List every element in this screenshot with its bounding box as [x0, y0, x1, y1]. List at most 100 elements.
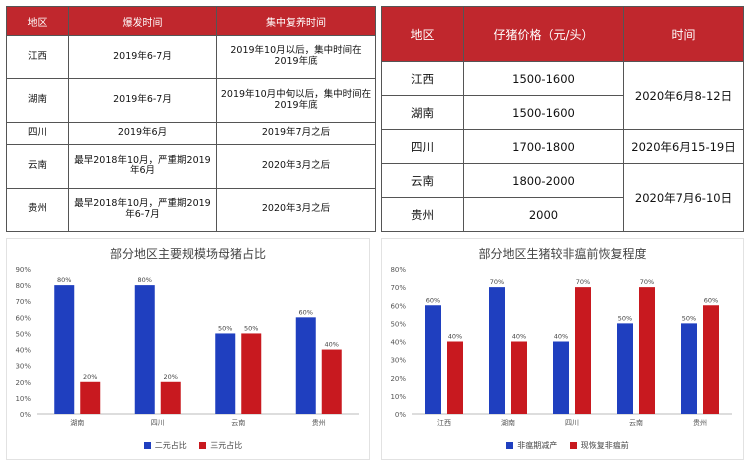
data-label: 60%: [704, 296, 718, 304]
bar: [241, 333, 262, 414]
region-cell: 四川: [6, 121, 69, 146]
region-cell: 贵州: [381, 197, 464, 232]
table-row: 江西 1500-1600 2020年6月8-12日: [381, 61, 744, 130]
outbreak-cell: 2019年6-7月: [68, 78, 217, 123]
restock-cell: 2020年3月之后: [216, 187, 376, 233]
legend-swatch: [143, 442, 151, 449]
table-header-row: 地区 爆发时间 集中复养时间: [6, 6, 376, 36]
column-header: 地区: [6, 6, 69, 36]
region-cell: 江西: [6, 34, 69, 80]
chart-legend: 非瘟期减产 现恢复非瘟前: [382, 440, 743, 451]
time-cell: 2020年6月8-12日: [623, 61, 744, 130]
region-cell: 贵州: [6, 187, 69, 233]
column-header: 集中复养时间: [216, 6, 376, 36]
table-header-row: 地区 仔猪价格（元/头） 时间: [381, 6, 744, 62]
restock-cell: 2019年10月中旬以后，集中时间在2019年底: [216, 78, 376, 123]
restock-cell: 2020年3月之后: [216, 144, 376, 189]
data-label: 60%: [426, 296, 440, 304]
region-cell: 湖南: [6, 78, 69, 123]
y-tick-label: 60%: [390, 302, 406, 310]
recovery-chart-plot: 0% 10% 20% 30% 40% 50% 60% 70% 80% 江西 60% 40% 湖南 70% 4…: [390, 266, 732, 427]
bar: [80, 381, 101, 414]
legend-label: 二元占比: [154, 441, 187, 450]
y-tick-label: 70%: [390, 284, 406, 292]
region-cell: 云南: [381, 163, 464, 198]
recovery-chart: 部分地区生猪较非瘟前恢复程度 0% 10% 20% 30% 40% 50% 60% 70% 80…: [381, 238, 744, 460]
y-tick-label: 10%: [15, 395, 31, 403]
y-tick-label: 90%: [15, 266, 31, 274]
time-cell: 2020年7月6-10日: [623, 163, 744, 232]
bar: [215, 333, 236, 414]
data-label: 50%: [218, 324, 232, 332]
region-cell: 江西: [381, 61, 464, 96]
bar: [553, 341, 569, 414]
table-row: 四川 1700-1800 2020年6月15-19日: [381, 129, 744, 164]
outbreak-cell: 最早2018年10月，严重期2019年6月: [68, 144, 217, 189]
column-header: 地区: [381, 6, 464, 62]
y-tick-label: 0%: [395, 411, 406, 419]
outbreak-cell: 最早2018年10月，严重期2019年6-7月: [68, 187, 217, 233]
table-row: 湖南 2019年6-7月 2019年10月中旬以后，集中时间在2019年底: [6, 78, 376, 123]
table-row: 湖南 1500-1600: [381, 95, 744, 130]
price-cell: 1700-1800: [463, 129, 624, 164]
legend-label: 三元占比: [210, 441, 243, 450]
column-header: 爆发时间: [68, 6, 217, 36]
bar: [295, 317, 316, 414]
bar: [703, 305, 719, 414]
chart-title: 部分地区主要规模场母猪占比: [109, 247, 266, 261]
piglet-price-table-panel: 地区 仔猪价格（元/头） 时间 江西 1500-1600 2020年6月8-12…: [381, 6, 744, 232]
price-cell: 1800-2000: [463, 163, 624, 198]
chart-title: 部分地区生猪较非瘟前恢复程度: [478, 247, 647, 261]
y-tick-label: 30%: [15, 363, 31, 371]
y-tick-label: 50%: [15, 330, 31, 338]
table-row: 贵州 2000: [381, 197, 744, 232]
y-tick-label: 70%: [15, 298, 31, 306]
bar: [54, 285, 75, 414]
price-cell: 1500-1600: [463, 61, 624, 96]
x-tick-label: 湖南: [501, 418, 515, 427]
bar: [425, 305, 441, 414]
time-cell: 2020年6月15-19日: [623, 129, 744, 164]
bar: [447, 341, 463, 414]
price-cell: 2000: [463, 197, 624, 232]
data-label: 70%: [490, 278, 504, 286]
data-label: 80%: [57, 276, 71, 284]
y-tick-label: 30%: [390, 357, 406, 365]
legend-label: 非瘟期减产: [517, 441, 558, 450]
y-tick-label: 80%: [15, 282, 31, 290]
sow-ratio-chart: 部分地区主要规模场母猪占比 0% 10% 20% 30% 40% 50% 60% 70% 80%…: [6, 238, 370, 460]
data-label: 60%: [299, 308, 313, 316]
data-label: 20%: [164, 373, 178, 381]
y-tick-label: 80%: [390, 266, 406, 274]
restock-cell: 2019年10月以后，集中时间在2019年底: [216, 34, 376, 80]
bar: [134, 285, 155, 414]
table-row: 云南 最早2018年10月，严重期2019年6月 2020年3月之后: [6, 144, 376, 189]
sow-ratio-chart-plot: 0% 10% 20% 30% 40% 50% 60% 70% 80% 90% 湖南 80% 20% 四川 8…: [15, 266, 359, 427]
legend-label: 现恢复非瘟前: [580, 441, 629, 450]
restock-cell: 2019年7月之后: [216, 121, 376, 146]
y-tick-label: 40%: [390, 339, 406, 347]
y-tick-label: 20%: [390, 375, 406, 383]
region-cell: 四川: [381, 129, 464, 164]
outbreak-table: 地区 爆发时间 集中复养时间 江西 2019年6-7月 2019年10月以后，集…: [6, 6, 376, 233]
data-label: 40%: [554, 333, 568, 341]
legend-swatch: [569, 442, 577, 449]
column-header: 时间: [623, 6, 744, 62]
chart-legend: 二元占比 三元占比: [7, 440, 369, 451]
bar: [489, 287, 505, 414]
column-header: 仔猪价格（元/头）: [463, 6, 624, 62]
outbreak-cell: 2019年6-7月: [68, 34, 217, 80]
data-label: 40%: [448, 333, 462, 341]
x-tick-label: 贵州: [312, 418, 326, 427]
x-tick-label: 四川: [151, 419, 165, 427]
outbreak-cell: 2019年6月: [68, 121, 217, 146]
bar: [575, 287, 591, 414]
bar: [639, 287, 655, 414]
x-tick-label: 江西: [437, 419, 451, 427]
data-label: 50%: [682, 314, 696, 322]
data-label: 20%: [83, 373, 97, 381]
x-tick-label: 云南: [231, 418, 245, 427]
y-tick-label: 10%: [390, 393, 406, 401]
table-row: 贵州 最早2018年10月，严重期2019年6-7月 2020年3月之后: [6, 187, 376, 233]
data-label: 40%: [512, 333, 526, 341]
